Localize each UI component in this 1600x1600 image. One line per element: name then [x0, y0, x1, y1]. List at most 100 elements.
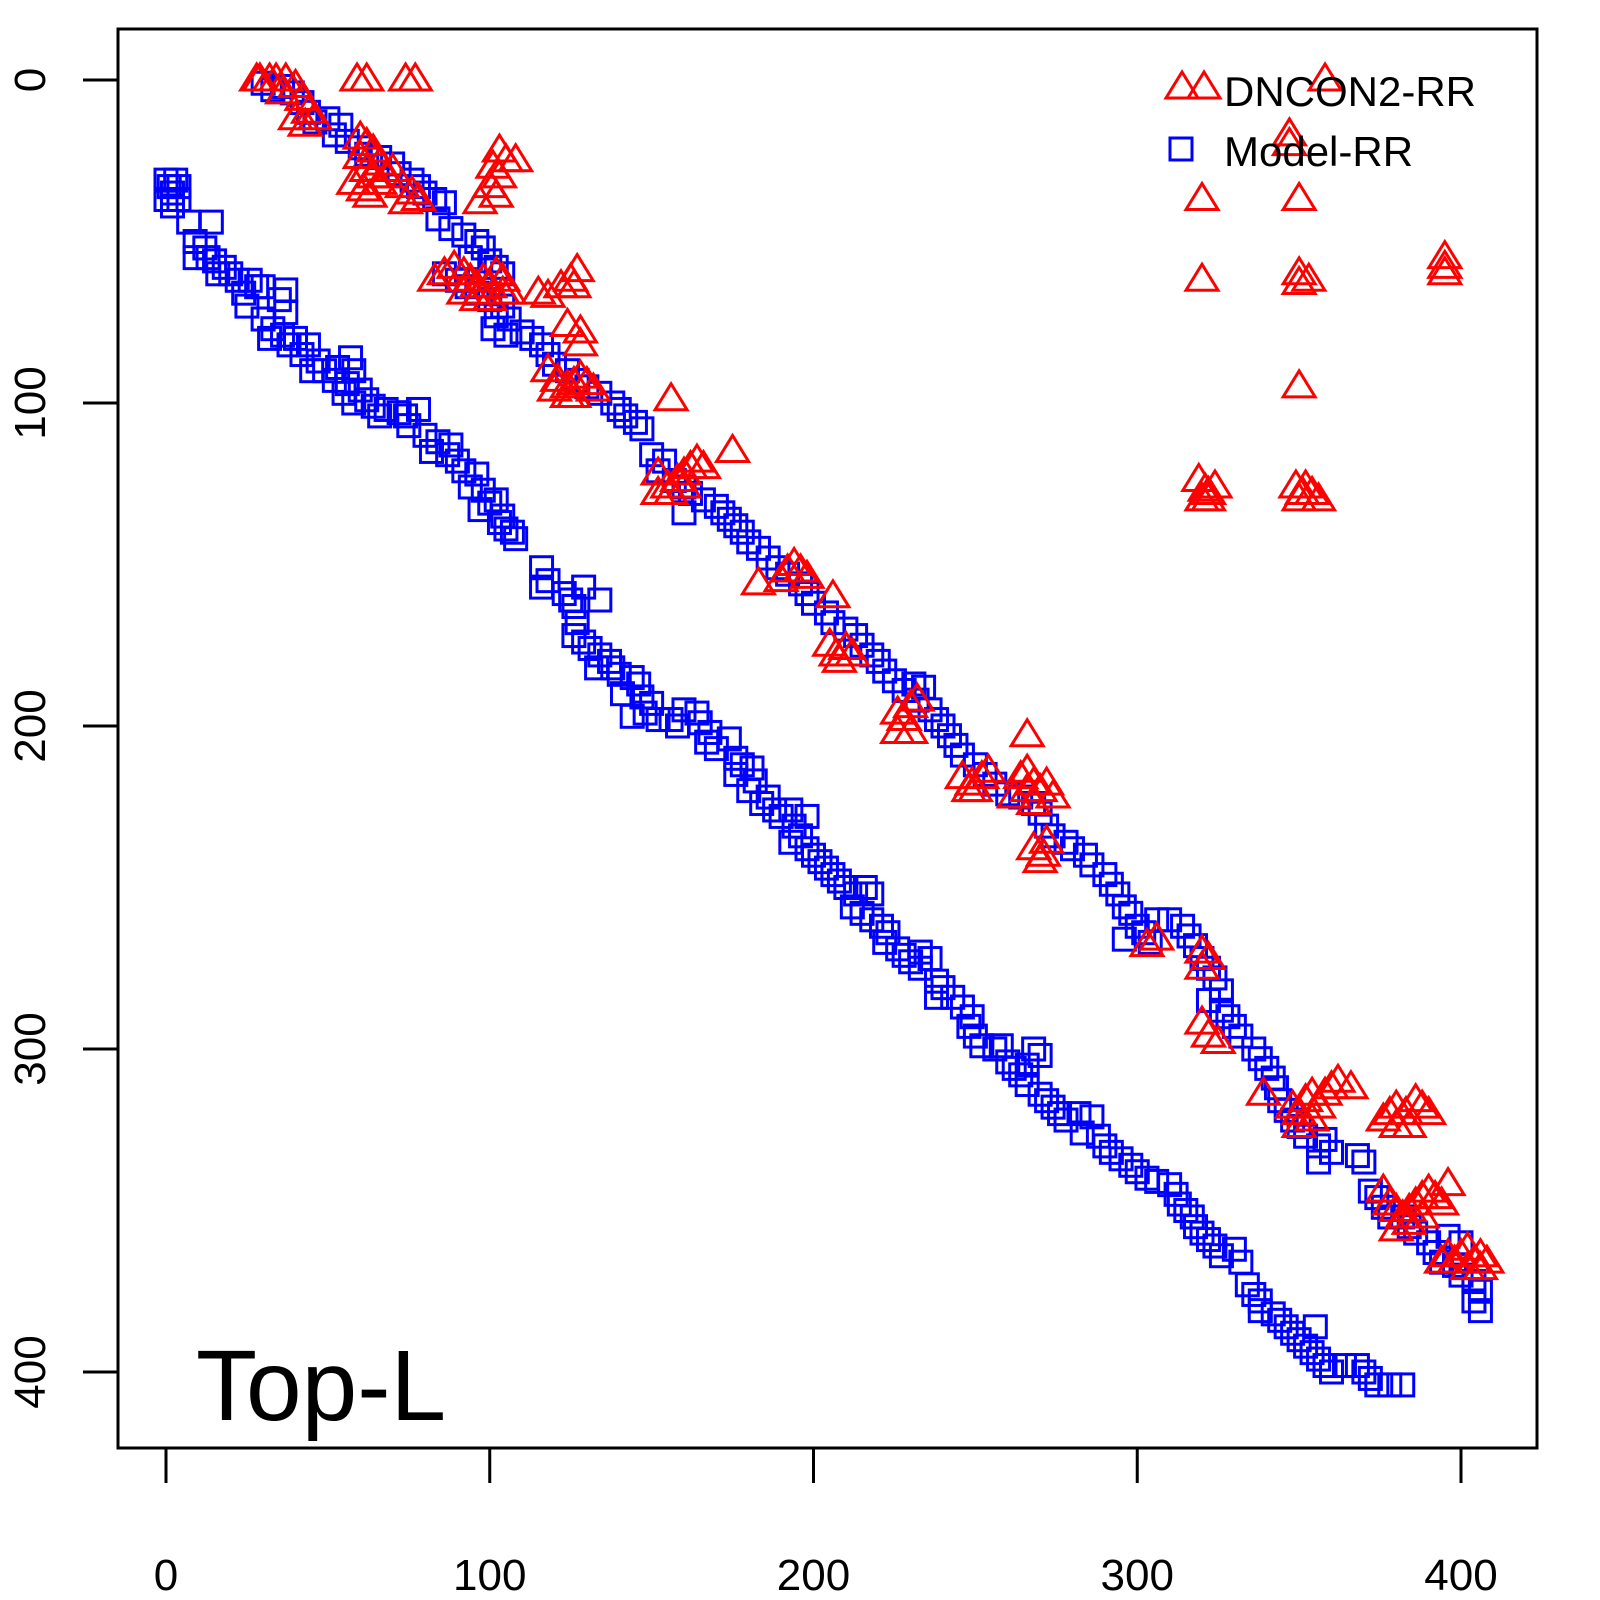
model-rr-point: [1053, 1107, 1079, 1133]
model-rr-point: [464, 461, 490, 487]
model-rr-point: [1027, 1042, 1053, 1068]
x-tick-label: 100: [453, 1551, 526, 1600]
model-rr-point: [629, 416, 655, 442]
model-rr-point: [1124, 913, 1150, 939]
model-rr-point: [1377, 1372, 1403, 1398]
dncon2-rr-point: [373, 151, 412, 182]
dncon2-rr-point: [1429, 1165, 1467, 1197]
dncon2-rr-point: [1422, 1185, 1461, 1216]
model-rr-point: [367, 403, 393, 429]
model-rr-point: [1228, 1023, 1254, 1049]
model-rr-point: [159, 193, 185, 219]
model-rr-point: [1111, 926, 1137, 952]
dncon2-rr-point: [969, 752, 1008, 783]
dncon2-rr-point: [814, 577, 852, 609]
model-rr-point: [632, 700, 658, 726]
model-rr-point: [794, 836, 820, 862]
dncon2-rr-point: [464, 261, 502, 292]
model-rr-point: [535, 568, 561, 594]
model-rr-point: [1306, 1149, 1332, 1175]
dncon2-rr-point: [1008, 716, 1046, 748]
model-rr-point: [211, 254, 237, 280]
dncon2-rr-point: [665, 468, 703, 499]
dncon2-rr-point: [1468, 1243, 1506, 1274]
model-rr-point: [736, 778, 762, 804]
model-rr-point: [710, 500, 736, 526]
dncon2-rr-point: [1426, 238, 1464, 270]
model-rr-point: [1267, 1307, 1293, 1333]
model-rr-point: [1111, 894, 1137, 920]
model-rr-point: [995, 1049, 1021, 1075]
dncon2-rr-point: [341, 119, 379, 150]
model-rr-point: [1047, 1101, 1073, 1127]
dncon2-rr-point: [555, 267, 593, 299]
dncon2-rr-point: [891, 713, 930, 744]
model-rr-point: [499, 519, 525, 545]
dncon2-rr-point: [1426, 254, 1464, 286]
model-rr-point: [451, 458, 477, 484]
model-rr-point: [321, 122, 347, 148]
dncon2-rr-point: [1270, 116, 1309, 147]
legend: DNCON2-RR Model-RR: [1163, 68, 1476, 175]
x-tick-label: 0: [154, 1551, 178, 1600]
model-rr-point: [412, 422, 438, 448]
model-rr-point: [872, 929, 898, 955]
plot-frame: [116, 27, 1539, 1450]
model-rr-point: [1189, 1220, 1215, 1246]
dncon2-rr-point: [1034, 778, 1072, 809]
model-rr-point: [571, 574, 597, 600]
model-rr-point: [891, 942, 917, 968]
dncon2-rr-point: [1461, 1249, 1500, 1281]
dncon2-rr-point: [383, 167, 422, 199]
dncon2-rr-point: [995, 778, 1033, 809]
model-rr-point: [1467, 1298, 1493, 1324]
model-rr-point: [723, 513, 749, 539]
y-axis: 0 100 200 300 400: [6, 68, 118, 1409]
model-rr-point: [619, 703, 645, 729]
model-rr-point: [907, 955, 933, 981]
model-rr-point: [1312, 1353, 1338, 1379]
model-rr-point: [1195, 1227, 1221, 1253]
model-rr-point: [529, 555, 555, 581]
dncon2-rr-point: [898, 681, 936, 712]
model-rr-point: [1286, 1327, 1312, 1353]
dncon2-rr-point: [1280, 264, 1318, 295]
model-rr-point: [231, 280, 257, 306]
dncon2-rr-point: [561, 325, 600, 357]
dncon2-rr-point: [1199, 1023, 1237, 1055]
dncon2-rr-point: [1128, 926, 1166, 958]
model-rr-point: [182, 245, 208, 271]
panel-annotation: Top-L: [196, 1330, 446, 1442]
dncon2-rr-point: [678, 442, 716, 473]
dncon2-rr-point: [348, 61, 386, 92]
dncon2-rr-point: [1183, 261, 1221, 292]
model-rr-point: [1027, 1081, 1053, 1107]
dncon2-rr-point: [490, 274, 528, 305]
model-rr-point: [1034, 1088, 1060, 1114]
model-rr-point: [813, 855, 839, 881]
legend-square-icon: [1168, 136, 1194, 162]
model-rr-point: [1069, 1120, 1095, 1146]
dncon2-rr-point: [1390, 1107, 1428, 1139]
model-rr-point: [1435, 1223, 1461, 1249]
model-rr-point: [924, 968, 950, 994]
dncon2-rr-point: [781, 552, 820, 583]
model-rr-point: [283, 325, 308, 351]
model-rr-point: [418, 438, 444, 464]
model-rr-point: [1357, 1365, 1383, 1391]
dncon2-rr-point: [351, 177, 389, 208]
dncon2-rr-point: [1293, 1101, 1331, 1132]
model-rr-point: [1166, 1191, 1192, 1217]
dncon2-rr-point: [286, 106, 324, 137]
dncon2-rr-point: [1244, 1075, 1283, 1106]
model-rr-point: [266, 287, 292, 313]
model-rr-point: [690, 487, 716, 513]
model-rr-point: [1319, 1359, 1344, 1385]
model-rr-point: [1299, 1340, 1325, 1366]
model-rr-point: [868, 913, 894, 939]
model-rr-point: [762, 797, 788, 823]
model-rr-point: [166, 174, 192, 200]
model-rr-point: [438, 432, 464, 458]
model-rr-point: [1344, 1353, 1370, 1379]
model-rr-point: [1118, 1152, 1144, 1178]
